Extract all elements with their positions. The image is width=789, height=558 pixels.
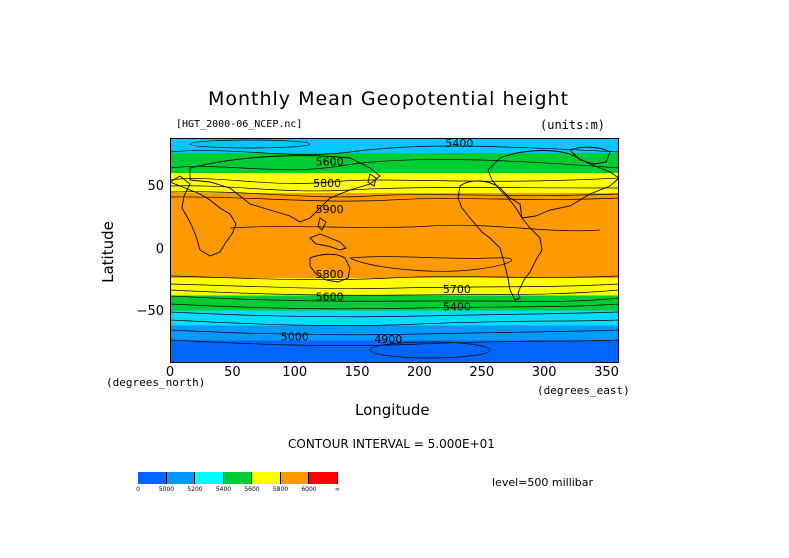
contour-label: 4900 [374, 333, 402, 346]
y-tick-label: 0 [155, 241, 164, 257]
contour-label: 5000 [281, 331, 309, 344]
x-tick-label: 350 [594, 365, 619, 380]
colorbar-label: 5600 [244, 486, 260, 493]
contour-label: 5900 [316, 203, 344, 216]
units-label: (units:m) [540, 118, 606, 132]
colorbar-label: 5200 [187, 486, 203, 493]
plot-title: Monthly Mean Geopotential height [207, 88, 570, 110]
colorbar-label: 0 [136, 486, 140, 493]
x-tick-label: 200 [407, 365, 432, 380]
x-tick-label: 100 [282, 365, 308, 380]
dataset-filename: [HGT_2000-06_NCEP.nc] [176, 119, 303, 130]
contour-labels: 5400 5600 5800 5900 5800 5600 5700 5400 5000 4900 [281, 138, 474, 346]
colorbar-swatch [252, 472, 281, 484]
pressure-level-label: level=500 millibar [492, 476, 594, 489]
contour-label: 5600 [316, 291, 344, 304]
x-tick-label: 50 [224, 365, 241, 380]
x-axis-unit: (degrees_east) [537, 384, 630, 397]
contour-label: 5800 [313, 177, 341, 190]
contour-label: 5400 [443, 301, 471, 314]
map-border [170, 138, 619, 363]
continent-outlines [170, 146, 619, 301]
contour-label: 5700 [443, 283, 471, 296]
height-band-4 [170, 278, 619, 296]
colorbar-swatch [195, 472, 224, 484]
contour-label: 5400 [445, 138, 473, 150]
geopotential-height-map: 5400 5600 5800 5900 5800 5600 5700 5400 5000 4900 [170, 138, 619, 363]
contour-label: 5600 [316, 156, 344, 169]
y-axis-unit: (degrees_north) [106, 376, 206, 389]
colorbar-label: 5400 [215, 486, 232, 493]
x-tick-label: 150 [344, 365, 370, 380]
height-color-bands [170, 138, 619, 363]
x-tick-label: 0 [165, 365, 175, 380]
x-tick-label: 250 [469, 365, 495, 380]
height-band-0 [170, 138, 619, 153]
colorbar-label: 5000 [158, 486, 175, 493]
colorbar-swatch [138, 472, 167, 484]
height-band-8 [170, 340, 619, 363]
contour-lines [170, 139, 619, 359]
colorbar-swatch [166, 472, 195, 484]
contour-interval-label: CONTOUR INTERVAL = 5.000E+01 [288, 437, 495, 451]
contour-label: 5800 [316, 268, 344, 281]
height-band-2 [170, 173, 619, 193]
colorbar-swatch [223, 472, 252, 484]
y-axis-title: Latitude [99, 221, 117, 283]
colorbar-swatch [309, 472, 338, 484]
x-axis-title: Longitude [355, 401, 430, 419]
colorbar-label: 5800 [272, 486, 289, 493]
height-band-3 [170, 193, 619, 278]
y-tick-label: −50 [136, 304, 164, 319]
x-tick-label: 300 [531, 365, 557, 380]
colorbar-label: 6000 [301, 486, 317, 493]
y-tick-label: 50 [147, 179, 164, 194]
colorbar-label: ∞ [335, 486, 340, 493]
colorbar-swatch [280, 472, 309, 484]
height-band-1 [170, 153, 619, 173]
height-band-7 [170, 325, 619, 341]
